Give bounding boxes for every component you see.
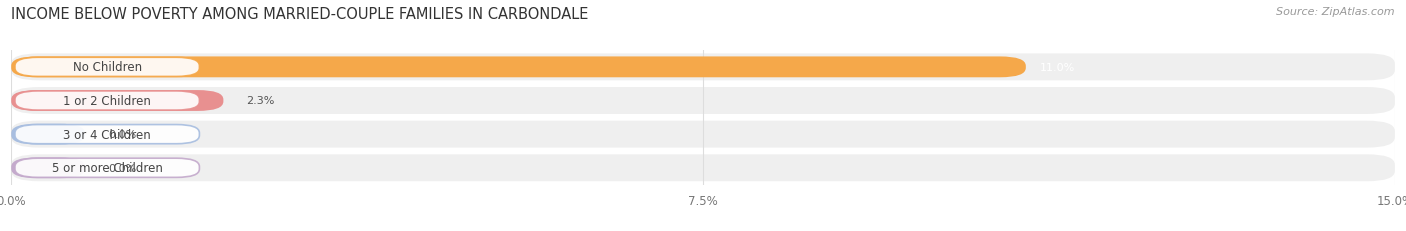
FancyBboxPatch shape [11,155,1395,182]
FancyBboxPatch shape [15,125,200,144]
Text: Source: ZipAtlas.com: Source: ZipAtlas.com [1277,7,1395,17]
FancyBboxPatch shape [11,88,1395,114]
FancyBboxPatch shape [11,57,1026,78]
Text: INCOME BELOW POVERTY AMONG MARRIED-COUPLE FAMILIES IN CARBONDALE: INCOME BELOW POVERTY AMONG MARRIED-COUPL… [11,7,589,22]
FancyBboxPatch shape [11,54,1395,81]
Text: 5 or more Children: 5 or more Children [52,161,163,175]
Text: 0.0%: 0.0% [108,130,136,140]
FancyBboxPatch shape [15,91,200,111]
Text: 11.0%: 11.0% [1039,63,1076,73]
Text: 1 or 2 Children: 1 or 2 Children [63,94,150,108]
Text: 2.3%: 2.3% [246,96,274,106]
FancyBboxPatch shape [11,91,224,111]
FancyBboxPatch shape [15,158,200,178]
FancyBboxPatch shape [15,58,200,77]
FancyBboxPatch shape [11,158,84,178]
FancyBboxPatch shape [11,124,84,145]
Text: 0.0%: 0.0% [108,163,136,173]
Text: 3 or 4 Children: 3 or 4 Children [63,128,150,141]
Text: No Children: No Children [73,61,142,74]
FancyBboxPatch shape [11,121,1395,148]
